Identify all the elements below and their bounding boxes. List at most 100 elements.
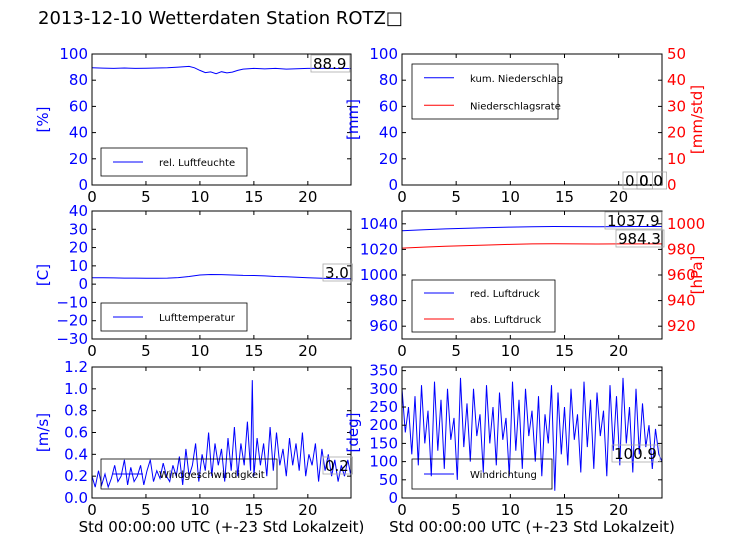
- y2-tick-label: 30: [667, 97, 686, 115]
- chart-wind-speed: 0 5 10 15 20 0.0 0.2 0.4 0.6 0.8 1.0 1.2 [m/s] Std 00…: [34, 358, 364, 536]
- y-tick-label: 1040: [360, 215, 398, 233]
- value-annotation-box: [322, 456, 354, 475]
- value-annotation-box: [310, 54, 351, 73]
- x-tick-label: 15: [555, 501, 574, 519]
- y-tick-label: 80: [69, 71, 88, 89]
- plot-frame: [91, 53, 352, 186]
- y2-tick-label: 0: [667, 176, 677, 194]
- y-tick-label: 0.0: [64, 489, 88, 507]
- x-tick-label: 20: [609, 342, 628, 360]
- y-tick-label: 20: [379, 150, 398, 168]
- x-axis-label: Std 00:00:00 UTC (+-23 Std Lokalzeit): [79, 518, 365, 536]
- y-tick-label: 100: [369, 45, 398, 63]
- y-tick-label: 200: [369, 416, 398, 434]
- y-tick-label: 60: [379, 97, 398, 115]
- y-tick-label: 0.8: [64, 402, 88, 420]
- legend-label: red. Luftdruck: [470, 289, 540, 300]
- x-tick-label: 0: [87, 342, 97, 360]
- y-tick-label: 100: [59, 45, 88, 63]
- x-tick-label: 20: [298, 188, 317, 206]
- legend-box: [411, 63, 559, 120]
- x-axis-label: Std 00:00:00 UTC (+-23 Std Lokalzeit): [389, 518, 675, 536]
- plot-frame: [401, 366, 663, 499]
- value-annotation-box: [615, 229, 665, 248]
- y-tick-label: 1.0: [64, 380, 88, 398]
- chart-pressure: 0 5 10 15 20 960 980 1000 1020 1040 920 940 960 980 10…: [360, 210, 706, 360]
- y-tick-label: −10: [56, 293, 88, 311]
- y-axis-label: [deg]: [344, 413, 362, 453]
- value-annotation: 100.9: [614, 445, 657, 463]
- x-tick-label: 20: [298, 342, 317, 360]
- y-tick-label: −20: [56, 312, 88, 330]
- y-tick-label: 1000: [360, 266, 398, 284]
- y-tick-label: 80: [379, 71, 398, 89]
- y-tick-label: 960: [369, 317, 398, 335]
- y2-tick-label: 960: [667, 266, 696, 284]
- y2-tick-label: 20: [667, 124, 686, 142]
- y2-tick-label: 940: [667, 292, 696, 310]
- value-annotation-box: [611, 444, 661, 463]
- chart-temperature: 0 5 10 15 20−30−20−10010203040[C]Lufttempera…: [34, 202, 354, 360]
- y-axis-label: [%]: [34, 107, 52, 133]
- figure-title: 2013-12-10 Wetterdaten Station ROTZ□: [38, 8, 403, 29]
- chart-precipitation: 0 5 10 15 20 0 20 40 60 80 100 0 10 20 30 40 50 [mm] [mm/s…: [344, 45, 706, 206]
- series-line-wind-direction-0: [402, 377, 662, 491]
- y-tick-label: 0.6: [64, 424, 88, 442]
- value-annotation: 0.0: [639, 172, 663, 190]
- legend-box: [100, 147, 248, 177]
- plot-frame: [91, 210, 352, 340]
- y-tick-label: 250: [369, 398, 398, 416]
- y-tick-label: 0.2: [64, 467, 88, 485]
- y-tick-label: 20: [69, 150, 88, 168]
- legend-label: Lufttemperatur: [159, 313, 236, 324]
- y-tick-label: 0: [388, 489, 398, 507]
- y-tick-label: 0: [388, 176, 398, 194]
- y-tick-label: 300: [369, 380, 398, 398]
- y-tick-label: 0: [78, 275, 88, 293]
- y-tick-label: 100: [369, 453, 398, 471]
- legend-box: [100, 458, 278, 490]
- value-annotation: 0.2: [325, 457, 349, 475]
- y2-tick-label: 40: [667, 71, 686, 89]
- value-annotation-box: [322, 263, 354, 282]
- series-line-humidity-0: [92, 65, 351, 75]
- legend-label: abs. Luftdruck: [470, 315, 541, 326]
- legend-label: Windgeschwindigkeit: [159, 470, 265, 481]
- x-tick-label: 15: [244, 342, 263, 360]
- y-tick-label: 0.4: [64, 445, 88, 463]
- x-tick-label: 15: [244, 501, 263, 519]
- x-tick-label: 10: [190, 188, 209, 206]
- y-tick-label: 60: [69, 97, 88, 115]
- x-tick-label: 10: [190, 342, 209, 360]
- value-annotation: 88.9: [313, 55, 346, 73]
- x-tick-label: 5: [451, 188, 461, 206]
- x-tick-label: 10: [501, 342, 520, 360]
- x-tick-label: 5: [451, 342, 461, 360]
- legend-label: Niederschlagsrate: [470, 101, 561, 112]
- y-tick-label: 350: [369, 362, 398, 380]
- y2-axis-label: [mm/std]: [688, 85, 706, 154]
- x-tick-label: 5: [141, 342, 151, 360]
- x-tick-label: 15: [555, 188, 574, 206]
- y-tick-label: 10: [69, 257, 88, 275]
- y-tick-label: 1.2: [64, 358, 88, 376]
- y2-axis-label: [hPa]: [688, 256, 706, 295]
- y2-tick-label: 920: [667, 317, 696, 335]
- y-axis-label: [mm]: [344, 99, 362, 140]
- x-tick-label: 20: [609, 188, 628, 206]
- y2-tick-label: 980: [667, 240, 696, 258]
- y-tick-label: 40: [69, 202, 88, 220]
- y-tick-label: 50: [379, 471, 398, 489]
- x-tick-label: 5: [141, 501, 151, 519]
- x-tick-label: 5: [451, 501, 461, 519]
- y-tick-label: −30: [56, 330, 88, 348]
- value-annotation-box: [604, 211, 663, 230]
- x-tick-label: 10: [501, 501, 520, 519]
- series-line-pressure-1: [402, 243, 662, 249]
- y-tick-label: 980: [369, 292, 398, 310]
- legend-box: [411, 279, 556, 333]
- y-tick-label: 1020: [360, 240, 398, 258]
- x-tick-label: 0: [397, 342, 407, 360]
- y2-tick-label: 50: [667, 45, 686, 63]
